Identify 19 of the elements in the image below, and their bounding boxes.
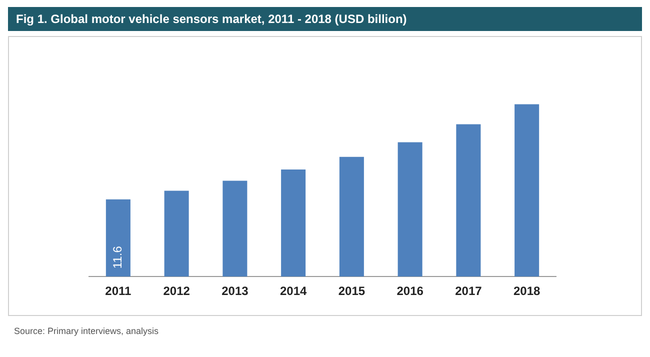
bar	[398, 142, 422, 277]
x-tick-label: 2012	[163, 284, 190, 298]
x-tick-label: 2016	[396, 284, 424, 298]
data-label: 11.6	[110, 246, 124, 269]
x-tick-label: 2013	[222, 284, 249, 298]
x-tick-label: 2014	[280, 284, 307, 298]
chart-title: Fig 1. Global motor vehicle sensors market, 2011 - 2018 (USD billion)	[8, 7, 642, 31]
source-note: Source: Primary interviews, analysis	[14, 326, 159, 336]
x-tick-label: 2017	[455, 284, 482, 298]
bar	[514, 104, 540, 277]
bar	[106, 199, 130, 277]
bar	[281, 169, 306, 277]
x-tick-label: 2015	[338, 284, 366, 298]
bar	[164, 190, 189, 277]
bar	[339, 156, 364, 277]
x-tick-label: 2011	[105, 284, 132, 298]
bar	[456, 124, 481, 277]
x-tick-label: 2018	[513, 284, 540, 298]
bar	[222, 180, 248, 277]
